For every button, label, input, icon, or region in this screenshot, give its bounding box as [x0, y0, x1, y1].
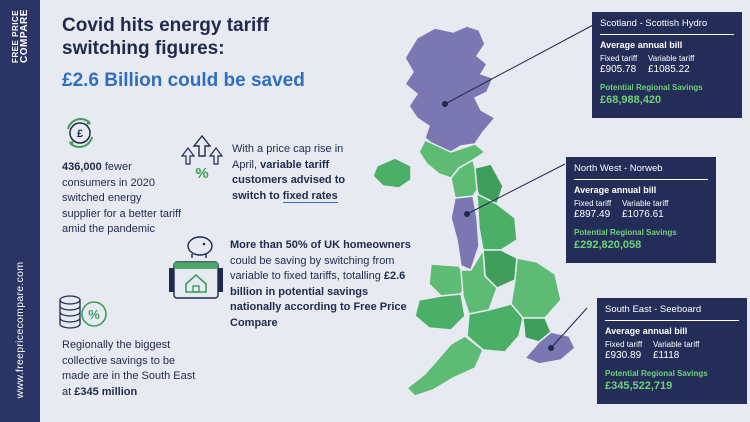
region-south-west[interactable]: [405, 335, 484, 397]
fixed-label: Fixed tariff: [605, 340, 643, 349]
website-url[interactable]: www.freepricecompare.com: [14, 261, 26, 399]
recycle-pound-icon: £: [67, 118, 93, 148]
cap-bold: variable tariff customers advised to swi…: [232, 158, 346, 202]
brand-line2: COMPARE: [19, 9, 30, 63]
fixed-value: £905.78: [600, 64, 637, 75]
region-box-scotland: Scotland - Scottish Hydro Average annual…: [592, 12, 742, 118]
savings-value: £345,522,719: [605, 380, 673, 392]
region-sub: Average annual bill: [600, 40, 683, 50]
region-south-wales[interactable]: [414, 293, 466, 331]
variable-label: Variable tariff: [653, 340, 700, 349]
uk-map: [372, 23, 596, 397]
region-north-england[interactable]: [450, 158, 478, 199]
region-northern-ireland[interactable]: [372, 157, 412, 189]
piggybank-house-icon: [169, 236, 223, 299]
stat-regional: Regionally the biggest collective saving…: [62, 338, 202, 400]
headline-line2: switching figures:: [62, 38, 225, 59]
homeowners-amount: £2.6 billion in potential savings nation…: [230, 270, 407, 329]
fixed-label: Fixed tariff: [574, 199, 612, 208]
region-yorkshire[interactable]: [476, 192, 518, 251]
variable-value: £1118: [653, 350, 680, 361]
region-title: Scotland - Scottish Hydro: [600, 18, 734, 35]
region-sub: Average annual bill: [605, 326, 688, 336]
region-scotland[interactable]: [404, 25, 497, 153]
region-box-north-west: North West - Norweb Average annual bill …: [566, 157, 716, 263]
savings-value: £292,820,058: [574, 239, 642, 251]
brand-strip: FREE PRICE COMPARE www.freepricecompare.…: [0, 0, 40, 422]
coins-percent-icon: %: [59, 295, 107, 329]
region-eastern[interactable]: [510, 257, 562, 319]
headline: Covid hits energy tariff switching figur…: [62, 14, 362, 92]
svg-text:£: £: [77, 128, 83, 140]
svg-text:%: %: [88, 307, 100, 322]
stat-homeowners: More than 50% of UK homeowners could be …: [230, 238, 420, 331]
region-title: South East - Seeboard: [605, 304, 739, 321]
region-west-midlands[interactable]: [460, 247, 498, 315]
headline-line1: Covid hits energy tariff: [62, 15, 269, 36]
savings-label: Potential Regional Savings: [574, 228, 677, 237]
variable-label: Variable tariff: [648, 54, 695, 63]
stat-fewer-consumers: 436,000 fewer consumers in 2020 switched…: [62, 160, 182, 238]
fixed-value: £897.49: [574, 209, 611, 220]
fewer-count: 436,000: [62, 161, 102, 173]
savings-value: £68,988,420: [600, 94, 662, 106]
regional-pre: Regionally the biggest collective saving…: [62, 339, 196, 398]
variable-value: £1085.22: [648, 64, 690, 75]
fixed-value: £930.89: [605, 350, 642, 361]
savings-label: Potential Regional Savings: [605, 369, 708, 378]
region-southern[interactable]: [466, 303, 524, 353]
arrows-percent-icon: %: [180, 134, 224, 182]
region-sub: Average annual bill: [574, 185, 657, 195]
stat-price-cap: With a price cap rise in April, variable…: [232, 142, 352, 204]
homeowners-bold: More than 50% of UK homeowners: [230, 239, 411, 251]
variable-value: £1076.61: [622, 209, 664, 220]
fewer-rest: fewer consumers in 2020 switched energy …: [62, 161, 182, 235]
brand-logo[interactable]: FREE PRICE COMPARE: [11, 9, 30, 63]
variable-label: Variable tariff: [622, 199, 669, 208]
regional-amount: £345 million: [74, 385, 138, 398]
headline-accent: £2.6 Billion could be saved: [62, 70, 305, 91]
cap-pre: With a price cap rise in April,: [232, 143, 344, 171]
svg-text:%: %: [195, 165, 208, 182]
fixed-label: Fixed tariff: [600, 54, 638, 63]
fixed-rates-link[interactable]: fixed rates: [282, 189, 338, 203]
homeowners-mid: could be saving by switching from variab…: [230, 254, 395, 283]
region-north-west[interactable]: [450, 195, 480, 271]
savings-label: Potential Regional Savings: [600, 83, 703, 92]
region-box-south-east: South East - Seeboard Average annual bil…: [597, 298, 747, 404]
region-title: North West - Norweb: [574, 163, 708, 180]
